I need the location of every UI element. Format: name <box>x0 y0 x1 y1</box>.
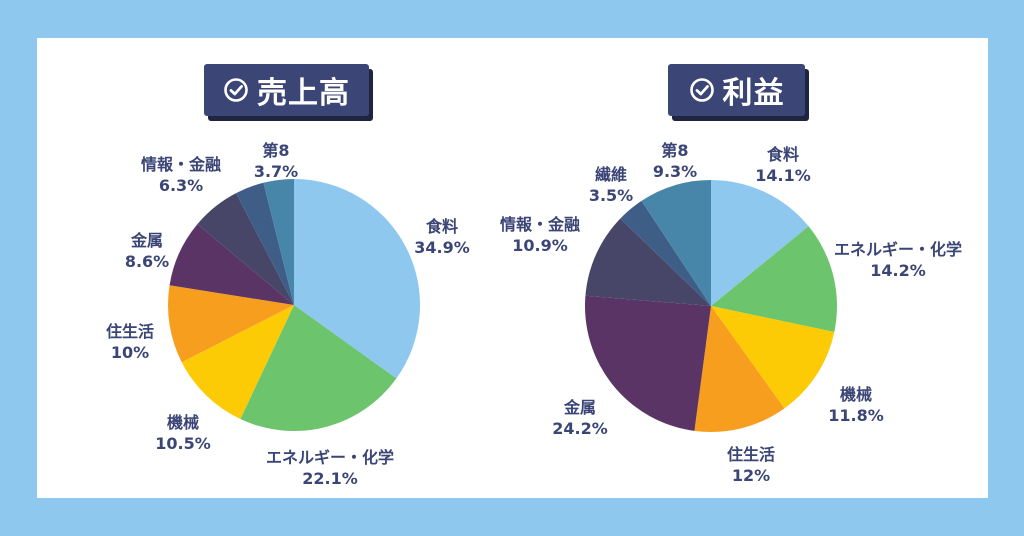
slice-value-profit-0: 14.1% <box>755 166 811 185</box>
slice-value-sales-3: 10% <box>111 343 149 362</box>
pie-profit: 食料 14.1% エネルギー・化学 14.2% 機械 11.8% 住生活 12% 金属 24.2%… <box>500 141 962 485</box>
chart-title-sales: 売上高 <box>257 76 350 111</box>
slice-value-profit-7: 9.3% <box>653 162 697 181</box>
slice-label-profit-3: 住生活 <box>727 445 775 464</box>
chart-title-badge-sales: 売上高 <box>204 64 369 116</box>
slice-value-profit-5: 10.9% <box>512 236 568 255</box>
pie-slice-profit-4 <box>585 295 711 431</box>
pie-slice-sales-2 <box>181 305 294 420</box>
slice-value-sales-1: 22.1% <box>302 469 358 488</box>
slice-label-sales-3: 住生活 <box>106 322 154 341</box>
slice-value-sales-2: 10.5% <box>155 434 211 453</box>
slice-value-sales-0: 34.9% <box>414 238 470 257</box>
pie-slice-sales-1 <box>240 305 397 432</box>
pie-slice-profit-0 <box>711 180 809 306</box>
pie-slice-sales-4 <box>169 224 294 305</box>
check-circle-icon <box>223 77 249 103</box>
slice-label-sales-2: 機械 <box>167 413 199 432</box>
slice-label-sales-4: 金属 <box>130 231 163 250</box>
slice-label-profit-2: 機械 <box>840 385 872 404</box>
slice-value-profit-2: 11.8% <box>828 406 884 425</box>
pie-slice-profit-5 <box>585 218 711 306</box>
slice-label-profit-7: 第8 <box>661 141 688 160</box>
slice-label-profit-6: 繊維 <box>595 165 627 184</box>
slice-label-sales-5: 情報・金融 <box>141 155 221 174</box>
pie-slice-sales-7 <box>263 179 294 305</box>
pie-slice-profit-7 <box>641 180 711 306</box>
slice-value-profit-4: 24.2% <box>552 419 608 438</box>
slice-label-profit-1: エネルギー・化学 <box>834 240 962 259</box>
slice-value-sales-5: 6.3% <box>159 176 203 195</box>
slice-label-profit-4: 金属 <box>563 398 596 417</box>
slice-value-profit-1: 14.2% <box>870 261 926 280</box>
pie-sales: 食料 34.9% エネルギー・化学 22.1% 機械 10.5% 住生活 10% 金属 8.6% 情… <box>106 141 470 488</box>
pie-slice-sales-6 <box>236 182 294 305</box>
slice-label-profit-5: 情報・金融 <box>500 215 580 234</box>
slice-label-sales-6: 第8 <box>262 141 289 160</box>
pie-slice-sales-3 <box>168 285 294 363</box>
slice-label-sales-1: エネルギー・化学 <box>266 448 394 467</box>
slice-value-profit-3: 12% <box>732 466 770 485</box>
slice-value-sales-4: 8.6% <box>125 252 169 271</box>
slice-label-sales-0: 食料 <box>425 217 458 236</box>
chart-title-profit: 利益 <box>722 76 785 111</box>
check-circle-icon <box>689 77 715 103</box>
chart-title-badge-profit: 利益 <box>668 64 805 116</box>
pie-slice-profit-3 <box>694 306 785 432</box>
pie-slice-profit-1 <box>711 226 838 332</box>
pie-slice-sales-5 <box>197 193 294 305</box>
slice-value-profit-6: 3.5% <box>589 186 633 205</box>
pie-slice-profit-2 <box>711 306 835 409</box>
pie-slice-sales-0 <box>294 179 421 379</box>
slice-label-profit-0: 食料 <box>766 145 799 164</box>
slice-value-sales-6: 3.7% <box>254 162 298 181</box>
pie-slice-profit-6 <box>620 200 711 306</box>
